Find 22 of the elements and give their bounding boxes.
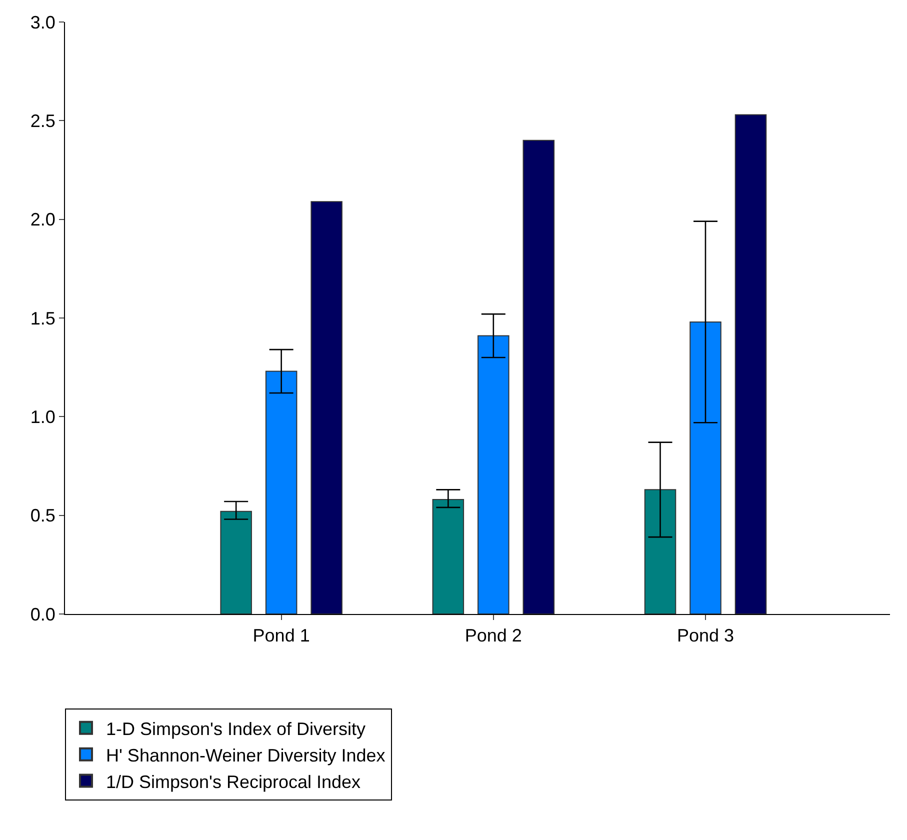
x-tick-label: Pond 1 [252,626,310,646]
y-tick-label: 2.5 [30,110,56,131]
y-tick-label: 0.0 [30,604,56,624]
legend-label: 1-D Simpson's Index of Diversity [106,718,366,739]
x-tick-label: Pond 2 [464,626,522,646]
y-tick-label: 3.0 [30,12,56,32]
legend-label: H' Shannon-Weiner Diversity Index [106,745,386,766]
bar [310,201,342,614]
y-tick-label: 1.0 [30,406,56,427]
bar [690,321,722,614]
bar [265,370,298,614]
bar [734,114,767,614]
legend-label: 1/D Simpson's Reciprocal Index [106,772,361,792]
bar [478,335,510,614]
bar [432,499,464,614]
y-tick-label: 0.5 [30,506,56,526]
bar [522,140,555,614]
x-tick-label: Pond 3 [676,626,734,646]
bar [220,510,252,614]
y-tick-label: 2.0 [30,210,56,230]
y-tick-label: 1.5 [30,308,56,328]
bar [644,489,676,614]
